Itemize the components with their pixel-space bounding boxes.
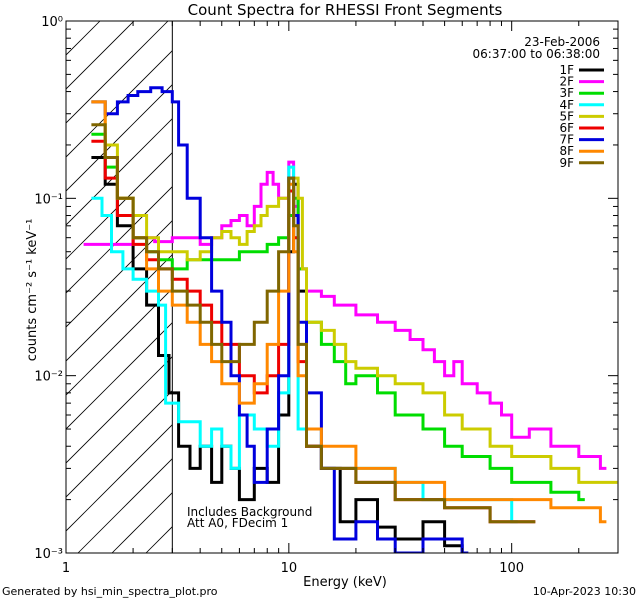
- x-axis-label: Energy (keV): [303, 575, 387, 590]
- hatch-line: [66, 21, 169, 124]
- legend-label-2F: 2F: [559, 75, 574, 89]
- hatch-line: [77, 458, 173, 553]
- annotation-attenuator: Att A0, FDecim 1: [187, 516, 288, 530]
- hatch-line: [66, 152, 173, 260]
- legend-label-7F: 7F: [559, 133, 574, 147]
- hatch-line: [66, 322, 173, 430]
- y-tick-label: 10⁰: [41, 15, 63, 30]
- plot-frame: [65, 20, 619, 554]
- hatch-line: [66, 186, 173, 294]
- x-tick-label: 10: [281, 561, 298, 576]
- y-axis: 10⁰ 10⁻¹ 10⁻² 10⁻³: [34, 15, 618, 562]
- series-line-9F: [91, 123, 536, 524]
- legend-label-3F: 3F: [559, 86, 574, 100]
- hatch-line: [66, 21, 101, 56]
- hatch-line: [66, 220, 173, 328]
- y-tick-label: 10⁻¹: [34, 192, 63, 207]
- series-line-2F: [83, 160, 607, 470]
- legend-label-5F: 5F: [559, 109, 574, 123]
- hatch-line: [66, 424, 173, 532]
- x-tick-label: 100: [499, 561, 524, 576]
- time-range-label: 06:37:00 to 06:38:00: [473, 47, 600, 61]
- y-tick-label: 10⁻³: [34, 547, 63, 562]
- legend-label-4F: 4F: [559, 98, 574, 112]
- hatch-line: [66, 118, 173, 226]
- excluded-region-hatch: [66, 21, 173, 553]
- series-line-7F: [91, 86, 469, 553]
- legend-label-6F: 6F: [559, 121, 574, 135]
- series-line-1F: [91, 156, 469, 553]
- annotation-background: Includes Background: [187, 505, 312, 519]
- chart-title: Count Spectra for RHESSI Front Segments: [188, 1, 503, 19]
- y-axis-label: counts cm⁻² s⁻¹ keV⁻¹: [25, 219, 40, 362]
- hatch-line: [66, 254, 173, 362]
- y-tick-label: 10⁻²: [34, 370, 63, 385]
- footer-timestamp: 10-Apr-2023 10:30: [533, 585, 636, 598]
- legend-label-9F: 9F: [559, 156, 574, 170]
- hatch-line: [66, 50, 173, 158]
- hatch-line: [66, 390, 173, 498]
- date-label: 23-Feb-2006: [524, 35, 600, 49]
- legend-label-1F: 1F: [559, 63, 574, 77]
- series-line-8F: [91, 100, 607, 524]
- x-axis: 1 10 100: [62, 21, 619, 576]
- legend-label-8F: 8F: [559, 144, 574, 158]
- x-tick-label: 1: [62, 561, 70, 576]
- footer-generated-by: Generated by hsi_min_spectra_plot.pro: [2, 585, 218, 598]
- series-lines: [83, 86, 618, 553]
- hatch-line: [66, 21, 135, 90]
- hatch-line: [66, 84, 173, 192]
